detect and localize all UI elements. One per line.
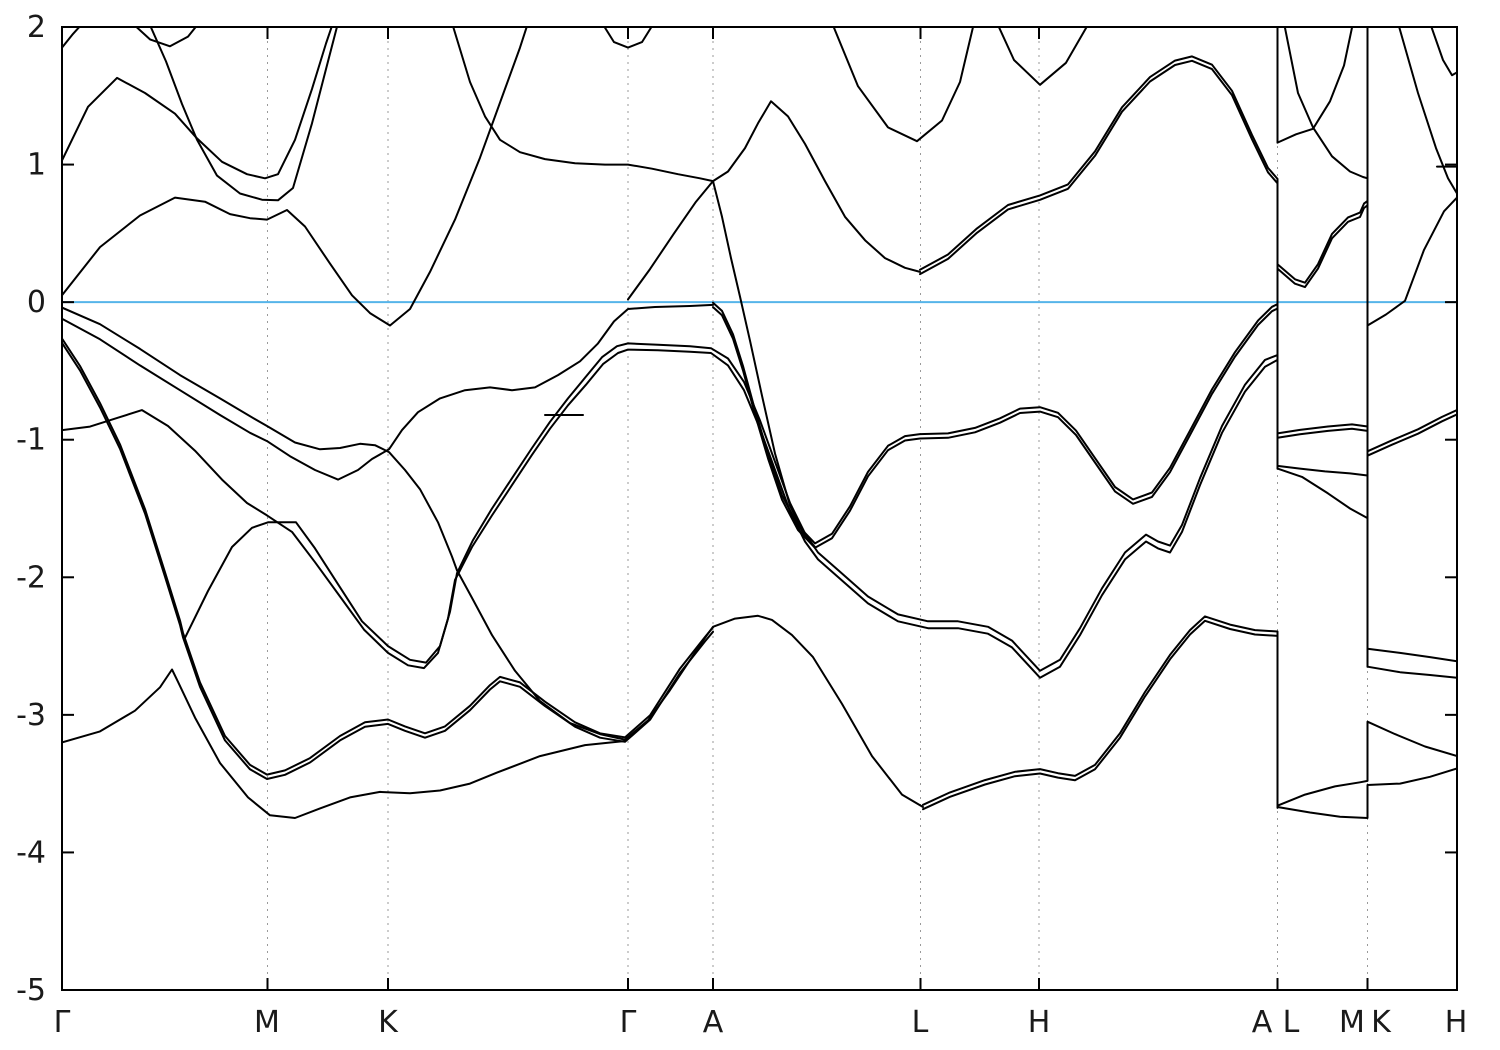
x-symmetry-label: L — [1283, 1005, 1300, 1040]
band-c3 — [149, 27, 338, 202]
axis-ticks — [62, 26, 1457, 991]
band-c5a — [452, 27, 921, 273]
band-c8 — [997, 27, 1088, 86]
band-c5b — [919, 59, 1369, 289]
band-c4 — [62, 27, 528, 327]
band-c11 — [1283, 27, 1369, 180]
band-v2b — [712, 306, 1457, 549]
x-symmetry-label: K — [1371, 1005, 1392, 1040]
band-v3 — [62, 337, 714, 776]
band-c1 — [62, 27, 81, 49]
y-tick-label: 2 — [27, 10, 46, 45]
band-c12 — [1398, 27, 1457, 195]
x-symmetry-label: L — [912, 1005, 929, 1040]
x-symmetry-label: H — [1445, 1005, 1468, 1040]
band-w3 — [1366, 647, 1457, 663]
y-tick-label: 1 — [27, 148, 46, 183]
x-symmetry-label: A — [1252, 1005, 1273, 1040]
band-c7 — [832, 27, 975, 143]
band-c2 — [62, 27, 333, 180]
band-b1 — [62, 668, 626, 819]
band-v2b — [712, 301, 1457, 545]
x-symmetry-label: H — [1028, 1005, 1051, 1040]
x-symmetry-label: A — [703, 1005, 724, 1040]
band-v5 — [184, 342, 1369, 672]
band-v5b — [1276, 467, 1369, 520]
y-tick-label: 0 — [27, 285, 46, 320]
gridlines — [267, 27, 1368, 990]
x-symmetry-label: Γ — [620, 1005, 637, 1040]
band-v2a — [62, 303, 714, 481]
y-tick-label: -5 — [16, 973, 46, 1008]
band-c13 — [1366, 196, 1457, 327]
band-c15 — [1430, 27, 1457, 77]
y-tick-label: -2 — [16, 560, 46, 595]
plot-border — [61, 26, 1458, 991]
y-tick-label: -4 — [16, 835, 46, 870]
band-curves — [62, 27, 1457, 819]
band-v1b — [922, 615, 1279, 806]
band-c1b — [134, 27, 197, 48]
band-v1 — [62, 306, 924, 808]
band-v1b — [922, 619, 1279, 811]
band-w2 — [1276, 767, 1457, 819]
x-symmetry-label: K — [378, 1005, 399, 1040]
band-c5b — [919, 55, 1369, 284]
x-symmetry-label: M — [1339, 1005, 1365, 1040]
y-axis-labels: 2 1 0 -1 -2 -3 -4 -5 — [16, 10, 46, 1008]
band-v3 — [62, 341, 714, 781]
x-symmetry-label: M — [254, 1005, 280, 1040]
x-symmetry-label: Γ — [54, 1005, 71, 1040]
y-tick-label: -1 — [16, 423, 46, 458]
y-tick-label: -3 — [16, 698, 46, 733]
band-v4 — [62, 348, 1279, 679]
band-w4 — [1366, 665, 1457, 679]
band-w1 — [1276, 720, 1457, 807]
band-c9 — [603, 27, 653, 49]
band-c10 — [1276, 27, 1354, 144]
